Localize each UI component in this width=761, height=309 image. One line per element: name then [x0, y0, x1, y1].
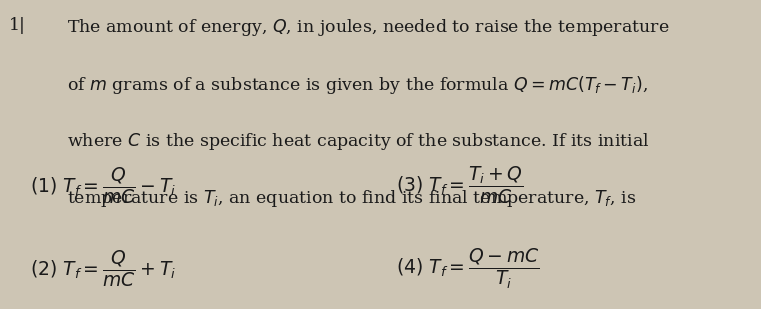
Text: temperature is $T_i$, an equation to find its final temperature, $T_f$, is: temperature is $T_i$, an equation to fin… — [67, 188, 636, 210]
Text: $(1)\ T_f = \dfrac{Q}{mC} - T_i$: $(1)\ T_f = \dfrac{Q}{mC} - T_i$ — [30, 165, 177, 206]
Text: $(3)\ T_f = \dfrac{T_i + Q}{mC}$: $(3)\ T_f = \dfrac{T_i + Q}{mC}$ — [396, 165, 524, 206]
Text: of $m$ grams of a substance is given by the formula $Q = mC(T_f - T_i)$,: of $m$ grams of a substance is given by … — [67, 74, 648, 96]
Text: $(4)\ T_f = \dfrac{Q - mC}{T_i}$: $(4)\ T_f = \dfrac{Q - mC}{T_i}$ — [396, 247, 539, 291]
Text: The amount of energy, $Q$, in joules, needed to raise the temperature: The amount of energy, $Q$, in joules, ne… — [67, 17, 670, 38]
Text: $(2)\ T_f = \dfrac{Q}{mC} + T_i$: $(2)\ T_f = \dfrac{Q}{mC} + T_i$ — [30, 248, 177, 289]
Text: where $C$ is the specific heat capacity of the substance. If its initial: where $C$ is the specific heat capacity … — [67, 131, 650, 152]
Text: 1|: 1| — [9, 17, 26, 34]
